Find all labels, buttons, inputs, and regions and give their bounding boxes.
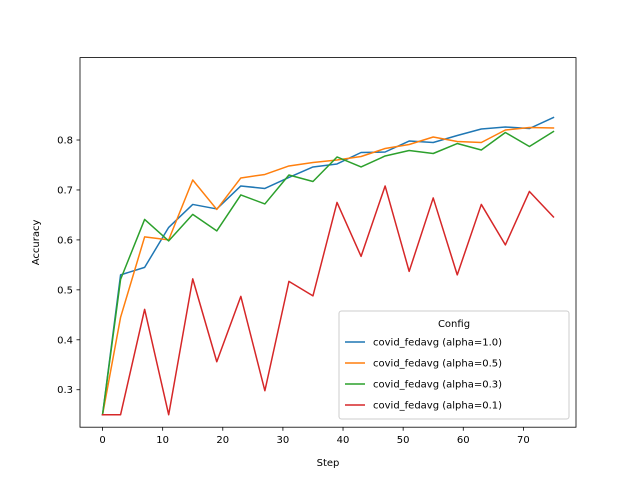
x-axis: 0 10 20 30 40 50 60 70 [99, 427, 530, 446]
plot-lines [101, 116, 555, 416]
x-tick-label: 10 [156, 435, 169, 446]
y-tick-label: 0.4 [57, 335, 73, 346]
y-tick-label: 0.3 [57, 385, 73, 396]
y-axis-label: Accuracy [31, 219, 42, 265]
series-line-2 [101, 130, 555, 416]
x-tick-label: 0 [99, 435, 105, 446]
y-tick-label: 0.6 [57, 235, 73, 246]
y-axis: 0.3 0.4 0.5 0.6 0.7 0.8 [57, 136, 80, 396]
y-tick-label: 0.7 [57, 185, 73, 196]
legend-label-1: covid_fedavg (alpha=0.5) [373, 359, 502, 370]
series-line-1 [101, 126, 555, 416]
x-tick-label: 20 [216, 435, 229, 446]
legend: Config covid_fedavg (alpha=1.0) covid_feda… [338, 310, 570, 420]
legend-box [338, 310, 570, 420]
legend-title: Config [438, 319, 470, 330]
legend-label-0: covid_fedavg (alpha=1.0) [373, 338, 502, 349]
x-tick-label: 50 [397, 435, 410, 446]
plot-frame [79, 57, 577, 428]
x-axis-label: Step [317, 458, 340, 469]
y-tick-label: 0.5 [57, 285, 73, 296]
legend-label-2: covid_fedavg (alpha=0.3) [373, 380, 502, 391]
x-tick-label: 30 [277, 435, 290, 446]
x-tick-label: 70 [517, 435, 530, 446]
series-line-3 [101, 185, 555, 416]
x-tick-label: 60 [457, 435, 470, 446]
legend-label-3: covid_fedavg (alpha=0.1) [373, 401, 502, 412]
y-tick-label: 0.8 [57, 136, 73, 147]
x-tick-label: 40 [337, 435, 350, 446]
series-line-0 [101, 116, 555, 416]
